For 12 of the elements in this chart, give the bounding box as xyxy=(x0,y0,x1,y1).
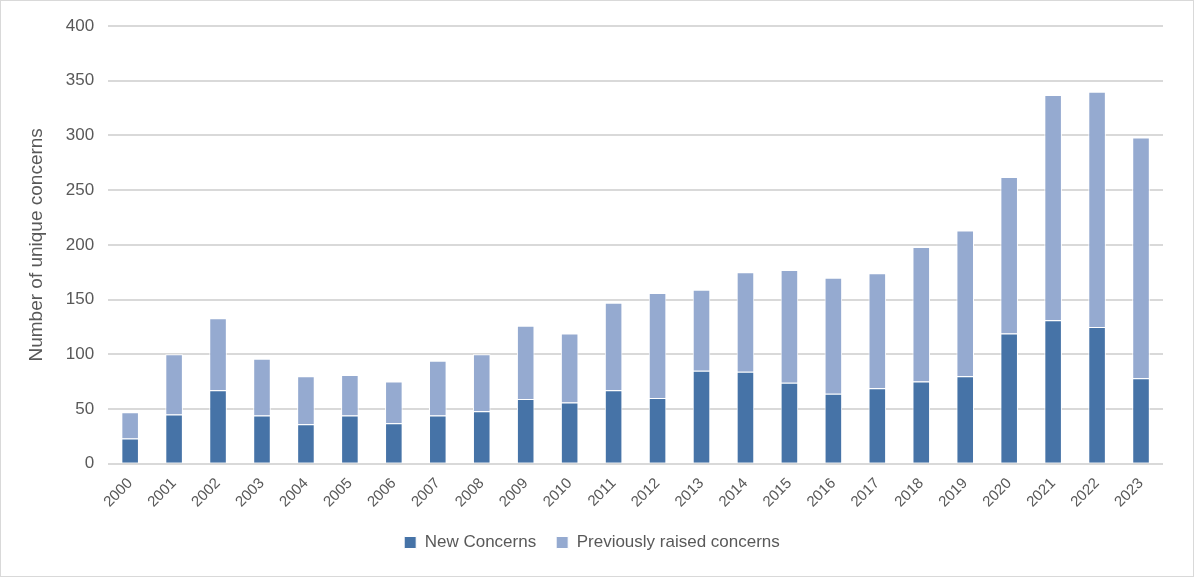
y-tick-label: 50 xyxy=(75,398,95,418)
legend-label: Previously raised concerns xyxy=(576,532,780,552)
y-axis-title: Number of unique concerns xyxy=(24,128,46,362)
legend-label: New Concerns xyxy=(424,532,537,552)
y-tick-label: 200 xyxy=(65,234,95,254)
y-tick-label: 350 xyxy=(65,70,95,90)
y-tick-label: 400 xyxy=(65,15,95,35)
y-tick-label: 150 xyxy=(65,289,95,309)
y-tick-label: 0 xyxy=(84,453,95,473)
y-tick-label: 300 xyxy=(65,125,95,145)
y-tick-label: 100 xyxy=(65,343,95,363)
y-tick-label: 250 xyxy=(65,179,95,199)
